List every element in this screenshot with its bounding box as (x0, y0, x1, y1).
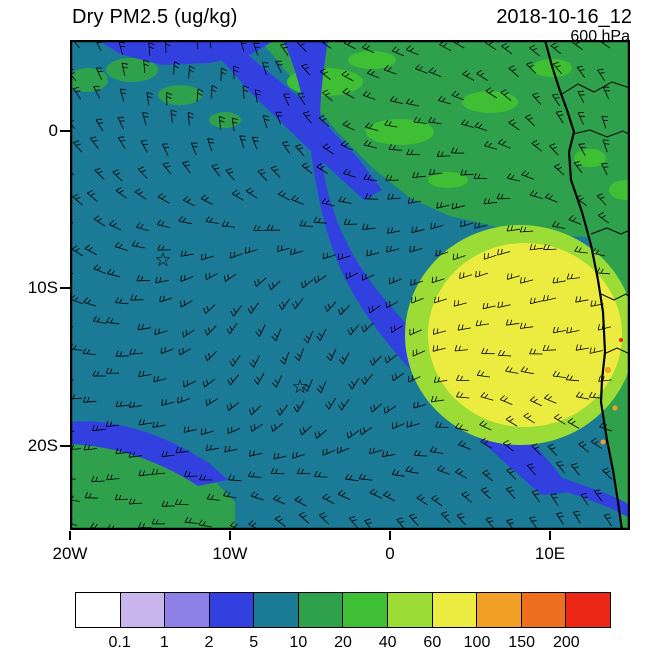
colorbar (75, 592, 611, 628)
y-axis-tick (60, 287, 70, 289)
star-marker: ☆ (154, 250, 171, 271)
wind-barbs (70, 40, 613, 530)
colorbar-level-label: 10 (289, 634, 308, 651)
colorbar-level-label: 0.1 (108, 634, 131, 651)
colorbar-level-label: 5 (249, 634, 259, 651)
pm25-region-blue-arc (554, 478, 630, 518)
colorbar-level-label: 1 (159, 634, 169, 651)
africa-land-region (545, 40, 630, 530)
colorbar-level-label: 60 (423, 634, 442, 651)
pm25-region-blue-topstrip (98, 40, 275, 65)
colorbar-box-11 (565, 592, 611, 628)
colorbar-box-5 (297, 592, 344, 628)
map-plot: ☆ ☆ (70, 40, 630, 530)
coastline (543, 40, 624, 530)
map-frame (70, 40, 630, 530)
colorbar-level-label: 20 (334, 634, 352, 651)
pm25-patch-bright (366, 119, 434, 145)
colorbar-box-0 (75, 592, 121, 628)
pm25-region-southwest (70, 434, 235, 530)
pm25-region-blue-fringe (70, 421, 228, 486)
pm25-patch (158, 85, 202, 105)
colorbar-labels: 0.1 1 2 5 10 20 40 60 100 150 200 (75, 634, 611, 656)
y-axis-label-10s: 10S (27, 278, 58, 297)
x-axis-tick (229, 531, 231, 540)
pm25-hotspot (605, 367, 611, 373)
x-axis-label-0: 0 (385, 544, 395, 563)
pm25-patch (209, 112, 241, 128)
pm25-hotspot (619, 338, 623, 342)
plot-title: Dry PM2.5 (ug/kg) (72, 6, 238, 28)
plot-datetime: 2018-10-16_12 (496, 6, 632, 28)
country-borders (561, 81, 630, 355)
colorbar-box-6 (342, 592, 389, 628)
colorbar-box-4 (253, 592, 299, 628)
pm25-patch-bright (574, 149, 606, 167)
colorbar-box-2 (164, 592, 210, 628)
pm25-region-blue-streak (218, 50, 382, 200)
x-axis-label-10e: 10E (534, 544, 566, 563)
pm25-patch-bright (348, 51, 396, 69)
x-axis-tick (549, 531, 551, 540)
map-svg: ☆ ☆ (70, 40, 630, 530)
pm25-hotspot (600, 439, 606, 445)
x-axis-tick (389, 531, 391, 540)
colorbar-level-label: 100 (463, 634, 491, 651)
star-marker: ☆ (291, 377, 308, 398)
pm25-patch-bright (609, 180, 630, 200)
y-axis-label-0: 0 (48, 121, 58, 140)
colorbar-box-1 (119, 592, 166, 628)
pm25-patch (106, 58, 158, 82)
colorbar-level-label: 200 (552, 634, 580, 651)
pm25-plume-core (428, 243, 622, 427)
pm25-hotspot (612, 405, 618, 411)
pm25-patch-bright (462, 91, 518, 113)
x-axis-label-10w: 10W (212, 544, 248, 563)
colorbar-box-10 (520, 592, 567, 628)
colorbar-level-label: 2 (204, 634, 214, 651)
pm25-patch (70, 68, 108, 92)
x-axis-tick (69, 531, 71, 540)
pm25-region-blue-tongue (283, 40, 570, 495)
colorbar-level-label: 40 (378, 634, 397, 651)
colorbar-box-7 (387, 592, 433, 628)
colorbar-box-8 (431, 592, 478, 628)
colorbar-box-3 (208, 592, 255, 628)
colorbar-box-9 (476, 592, 522, 628)
colorbar-level-label: 150 (508, 634, 535, 651)
y-axis-tick (60, 445, 70, 447)
x-axis-label-20w: 20W (52, 544, 88, 563)
y-axis-tick (60, 130, 70, 132)
pm25-patch-bright (428, 172, 468, 188)
y-axis-label-20s: 20S (27, 436, 58, 455)
